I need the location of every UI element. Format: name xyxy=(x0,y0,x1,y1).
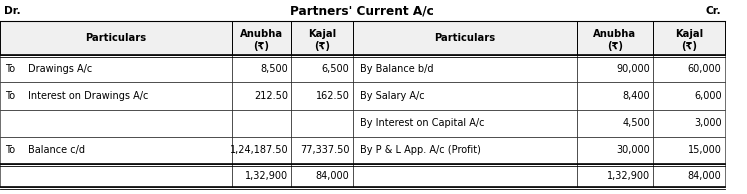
Bar xyxy=(232,110,291,137)
Text: 1,32,900: 1,32,900 xyxy=(245,171,288,181)
Text: 8,500: 8,500 xyxy=(261,64,288,74)
Text: 8,400: 8,400 xyxy=(622,91,650,101)
Text: Anubha: Anubha xyxy=(593,29,636,39)
Bar xyxy=(653,55,725,82)
Bar xyxy=(0,55,232,82)
Bar xyxy=(577,55,653,82)
Text: (₹): (₹) xyxy=(681,41,697,51)
Text: Dr.: Dr. xyxy=(4,6,20,16)
Bar xyxy=(353,82,577,110)
Text: 77,337.50: 77,337.50 xyxy=(300,145,350,155)
Text: Partners' Current A/c: Partners' Current A/c xyxy=(291,4,434,17)
Text: Kajal: Kajal xyxy=(675,29,703,39)
Bar xyxy=(291,21,353,55)
Text: Anubha: Anubha xyxy=(240,29,283,39)
Text: By P & L App. A/c (Profit): By P & L App. A/c (Profit) xyxy=(360,145,481,155)
Text: 6,500: 6,500 xyxy=(322,64,350,74)
Bar xyxy=(291,55,353,82)
Bar xyxy=(653,110,725,137)
Bar xyxy=(353,21,577,55)
Text: 84,000: 84,000 xyxy=(316,171,350,181)
Text: To: To xyxy=(5,91,16,101)
Text: 212.50: 212.50 xyxy=(254,91,288,101)
Text: Drawings A/c: Drawings A/c xyxy=(28,64,93,74)
Bar xyxy=(0,164,232,187)
Bar xyxy=(353,110,577,137)
Text: By Balance b/d: By Balance b/d xyxy=(360,64,433,74)
Text: 15,000: 15,000 xyxy=(688,145,722,155)
Text: (₹): (₹) xyxy=(253,41,270,51)
Text: 60,000: 60,000 xyxy=(688,64,722,74)
Text: (₹): (₹) xyxy=(607,41,623,51)
Text: 3,000: 3,000 xyxy=(694,118,722,128)
Text: Particulars: Particulars xyxy=(434,33,495,43)
Bar xyxy=(232,82,291,110)
Bar xyxy=(577,164,653,187)
Bar xyxy=(291,82,353,110)
Bar xyxy=(232,137,291,164)
Bar xyxy=(653,82,725,110)
Bar xyxy=(232,55,291,82)
Text: 90,000: 90,000 xyxy=(616,64,650,74)
Text: 30,000: 30,000 xyxy=(616,145,650,155)
Text: 6,000: 6,000 xyxy=(694,91,722,101)
Bar xyxy=(291,110,353,137)
Bar xyxy=(577,110,653,137)
Bar xyxy=(577,21,653,55)
Text: To: To xyxy=(5,145,16,155)
Bar xyxy=(577,82,653,110)
Bar xyxy=(0,21,232,55)
Text: By Salary A/c: By Salary A/c xyxy=(360,91,425,101)
Bar xyxy=(232,164,291,187)
Bar xyxy=(0,82,232,110)
Bar xyxy=(0,137,232,164)
Bar xyxy=(353,137,577,164)
Bar xyxy=(0,110,232,137)
Text: Cr.: Cr. xyxy=(705,6,721,16)
Text: By Interest on Capital A/c: By Interest on Capital A/c xyxy=(360,118,485,128)
Bar xyxy=(291,164,353,187)
Text: (₹): (₹) xyxy=(314,41,330,51)
Text: 1,32,900: 1,32,900 xyxy=(607,171,650,181)
Text: Kajal: Kajal xyxy=(308,29,336,39)
Text: 84,000: 84,000 xyxy=(688,171,722,181)
Bar xyxy=(653,137,725,164)
Bar xyxy=(353,164,577,187)
Bar xyxy=(291,137,353,164)
Text: 162.50: 162.50 xyxy=(316,91,350,101)
Bar xyxy=(577,137,653,164)
Text: 4,500: 4,500 xyxy=(622,118,650,128)
Text: To: To xyxy=(5,64,16,74)
Bar xyxy=(232,21,291,55)
Text: Balance c/d: Balance c/d xyxy=(28,145,85,155)
Bar xyxy=(353,55,577,82)
Text: Interest on Drawings A/c: Interest on Drawings A/c xyxy=(28,91,149,101)
Text: 1,24,187.50: 1,24,187.50 xyxy=(230,145,288,155)
Bar xyxy=(653,164,725,187)
Text: Particulars: Particulars xyxy=(85,33,146,43)
Bar xyxy=(653,21,725,55)
